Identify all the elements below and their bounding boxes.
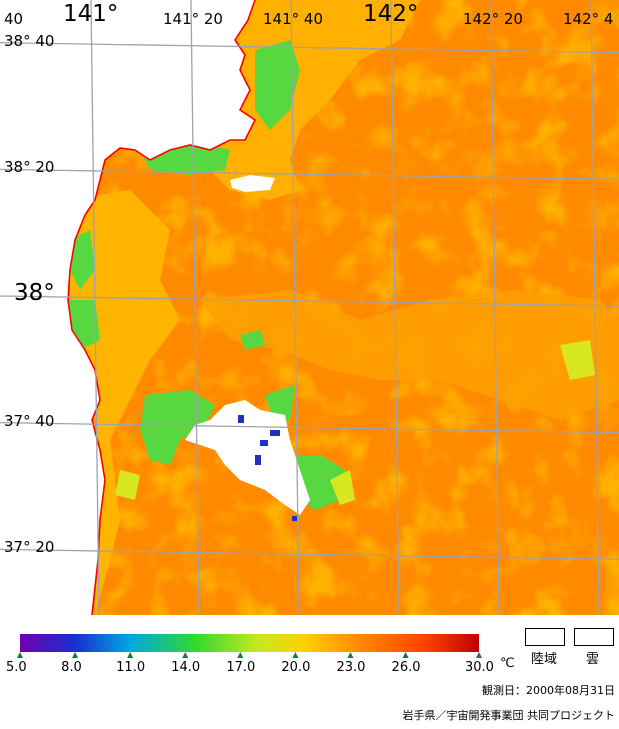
- credit: 岩手県／宇宙開発事業団 共同プロジェクト: [402, 709, 616, 722]
- sea-surface-temperature-map: [0, 0, 619, 615]
- color-bar-tick: [347, 652, 354, 658]
- temperature-legend: ℃ 陸域 雲 観測日：2000年08月31日 岩手県／宇宙開発事業団 共同プロジ…: [0, 615, 619, 725]
- parallel-line: [0, 295, 619, 307]
- color-bar-tick-label: 14.0: [171, 660, 201, 675]
- cloud-swatch: [574, 628, 614, 646]
- land-swatch: [525, 628, 565, 646]
- cool-band-mid: [200, 290, 619, 420]
- latitude-label: 37° 20: [4, 538, 55, 557]
- color-bar: [20, 634, 479, 652]
- color-bar-tick-label: 30.0: [465, 660, 494, 675]
- color-bar-tick-label: 17.0: [226, 660, 256, 675]
- cool-yellow-patches: [115, 340, 595, 505]
- color-bar-tick-label: 20.0: [281, 660, 311, 675]
- color-bar-tick: [182, 652, 189, 658]
- latitude-label: 38°: [14, 280, 55, 306]
- land-label: 陸域: [531, 652, 558, 667]
- parallel-line: [0, 42, 619, 54]
- longitude-label: 142° 4: [563, 10, 614, 28]
- parallel-line: [0, 548, 619, 560]
- cold-water-patches: [70, 40, 345, 510]
- meridian-line: [90, 0, 100, 615]
- land-area: [0, 0, 255, 615]
- corner-label: 40: [4, 10, 24, 28]
- temperature-unit: ℃: [500, 656, 515, 671]
- color-bar-tick-label: 5.0: [6, 660, 27, 675]
- color-bar-tick: [237, 652, 244, 658]
- color-bar-tick: [476, 652, 482, 658]
- longitude-label: 141°: [63, 1, 119, 27]
- coastline: [67, 0, 257, 615]
- meridian-line: [590, 0, 600, 615]
- color-bar-tick-label: 11.0: [116, 660, 146, 675]
- cloud-areas: [185, 175, 310, 515]
- color-bar-tick: [292, 652, 299, 658]
- longitude-label: 141° 20: [162, 10, 223, 28]
- parallel-line: [0, 422, 619, 434]
- color-bar-tick: [72, 652, 79, 658]
- latitude-label: 38° 20: [4, 158, 55, 177]
- longitude-label: 142° 20: [462, 10, 523, 28]
- parallel-line: [0, 168, 619, 180]
- graticule: [0, 0, 619, 615]
- color-bar-tick: [17, 652, 23, 658]
- latitude-label: 38° 40: [4, 31, 55, 50]
- meridian-line: [290, 0, 300, 615]
- color-bar-tick-label: 26.0: [391, 660, 421, 675]
- meridian-line: [490, 0, 500, 615]
- meridian-line: [190, 0, 200, 615]
- longitude-label: 142°: [363, 1, 419, 27]
- color-bar-tick-label: 8.0: [61, 660, 82, 675]
- observation-date: 観測日：2000年08月31日: [482, 684, 615, 697]
- meridian-line: [390, 0, 400, 615]
- color-bar-tick: [402, 652, 409, 658]
- cloud-edge-speckles: [238, 415, 297, 521]
- color-bar-ticks: [17, 652, 482, 658]
- color-bar-tick-label: 23.0: [336, 660, 366, 675]
- cloud-label: 雲: [586, 652, 600, 667]
- longitude-label: 141° 40: [263, 10, 323, 28]
- latitude-label: 37° 40: [4, 411, 55, 430]
- color-bar-tick: [127, 652, 134, 658]
